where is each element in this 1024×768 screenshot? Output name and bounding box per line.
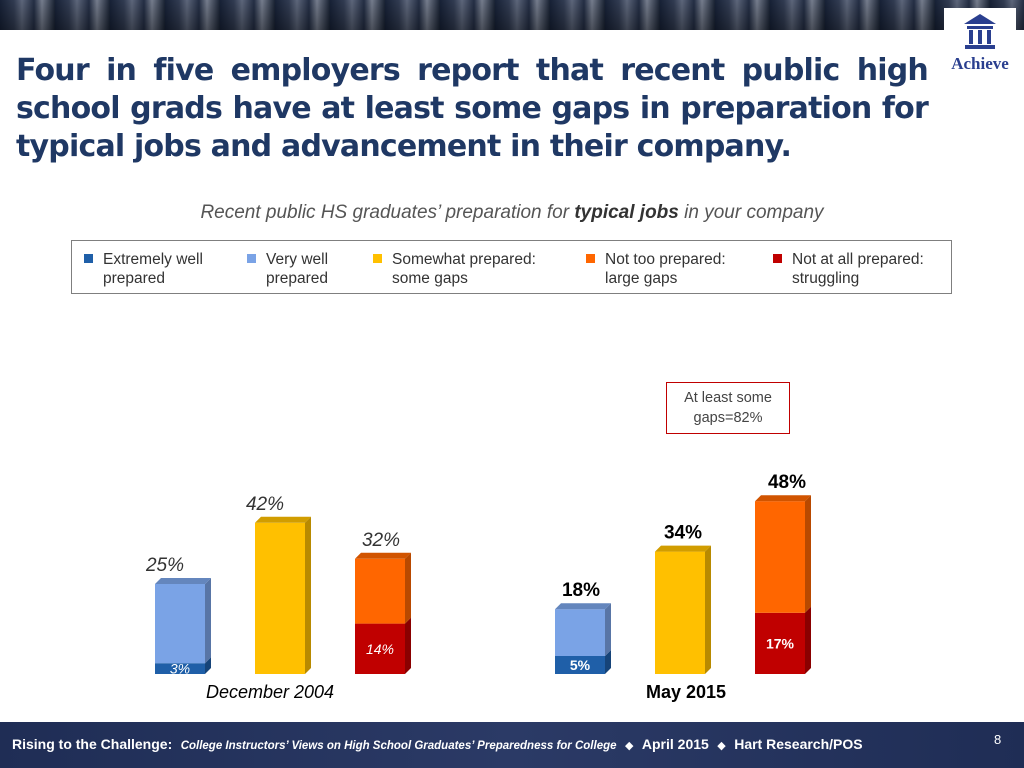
bar-segment <box>655 551 705 674</box>
bar-segment-side <box>205 657 211 674</box>
chart-subtitle: Recent public HS graduates’ preparation … <box>0 202 1024 224</box>
slide-title: Four in five employers report that recen… <box>16 53 929 164</box>
bar-total-label: 48% <box>768 472 806 493</box>
bar-total-label: 25% <box>145 555 184 576</box>
bar-total-label: 42% <box>246 494 284 515</box>
bar-total-label: 34% <box>664 523 702 544</box>
bar-segment-side <box>605 603 611 656</box>
callout-line-2: gaps=82% <box>693 410 763 426</box>
category-label: May 2015 <box>646 682 726 702</box>
chart-legend: Extremely well prepared Very well prepared… <box>71 240 952 294</box>
bar-segment <box>755 501 805 613</box>
building-icon <box>964 14 996 49</box>
segment-value-label: 14% <box>366 641 394 657</box>
bar-segment-side <box>405 552 411 624</box>
bar-segment-side <box>805 606 811 674</box>
footer-report-title: Rising to the Challenge: <box>12 736 173 752</box>
legend-swatch <box>84 254 93 263</box>
legend-label: Very well prepared <box>266 251 329 287</box>
legend-swatch <box>247 254 256 263</box>
bar-segment-side <box>405 617 411 674</box>
footer-report-subtitle: College Instructors’ Views on High Schoo… <box>180 740 617 752</box>
footer-citation: Rising to the Challenge: College Instruc… <box>12 736 863 754</box>
page-number: 8 <box>994 732 1002 747</box>
legend-label: Extremely well prepared <box>103 251 203 287</box>
bar-segment-side <box>205 578 211 664</box>
segment-value-label: 17% <box>766 635 795 651</box>
bar-segment <box>155 584 205 664</box>
bar-segment-side <box>605 650 611 674</box>
legend-label: Not too prepared: large gaps <box>605 251 726 287</box>
bar-top-face <box>755 495 811 502</box>
bar-segment-side <box>805 495 811 613</box>
bar-segment-side <box>705 545 711 674</box>
bar-segment <box>255 522 305 674</box>
category-label: December 2004 <box>206 682 334 702</box>
bar-top-face <box>555 603 611 610</box>
footer-separator: ◆ <box>717 740 726 752</box>
footer-bar: Rising to the Challenge: College Instruc… <box>0 722 1024 768</box>
footer-separator: ◆ <box>624 740 634 752</box>
legend-swatch <box>773 254 782 263</box>
bar-segment <box>555 656 605 674</box>
legend-swatch <box>373 254 382 263</box>
legend-label: Somewhat prepared: some gaps <box>392 251 536 287</box>
bar-segment <box>155 663 205 674</box>
bar-segment <box>355 623 405 674</box>
achieve-logo: Achieve <box>944 8 1016 78</box>
callout-line-1: At least some <box>684 390 772 406</box>
gaps-callout: At least some gaps=82% <box>666 382 790 434</box>
bar-top-face <box>355 552 411 559</box>
subtitle-prefix: Recent public HS graduates’ preparation … <box>200 202 575 223</box>
logo-wordmark: Achieve <box>951 54 1009 73</box>
bar-segment <box>355 558 405 624</box>
subtitle-emphasis: typical jobs <box>574 202 679 223</box>
footer-organization: Hart Research/POS <box>734 736 863 752</box>
subtitle-suffix: in your company <box>678 202 824 223</box>
bar-segment-side <box>305 516 311 674</box>
bar-segment <box>555 609 605 656</box>
bar-top-face <box>155 578 211 584</box>
bar-top-face <box>255 516 311 523</box>
bar-segment <box>755 612 805 674</box>
footer-date: April 2015 <box>641 736 709 752</box>
segment-value-label: 5% <box>570 657 591 673</box>
bar-total-label: 32% <box>362 530 400 551</box>
segment-value-label: 3% <box>170 661 190 677</box>
header-photo-banner <box>0 0 1024 30</box>
legend-swatch <box>586 254 595 263</box>
legend-label: Not at all prepared: struggling <box>792 251 924 287</box>
bar-top-face <box>655 545 711 552</box>
bar-total-label: 18% <box>562 580 600 601</box>
